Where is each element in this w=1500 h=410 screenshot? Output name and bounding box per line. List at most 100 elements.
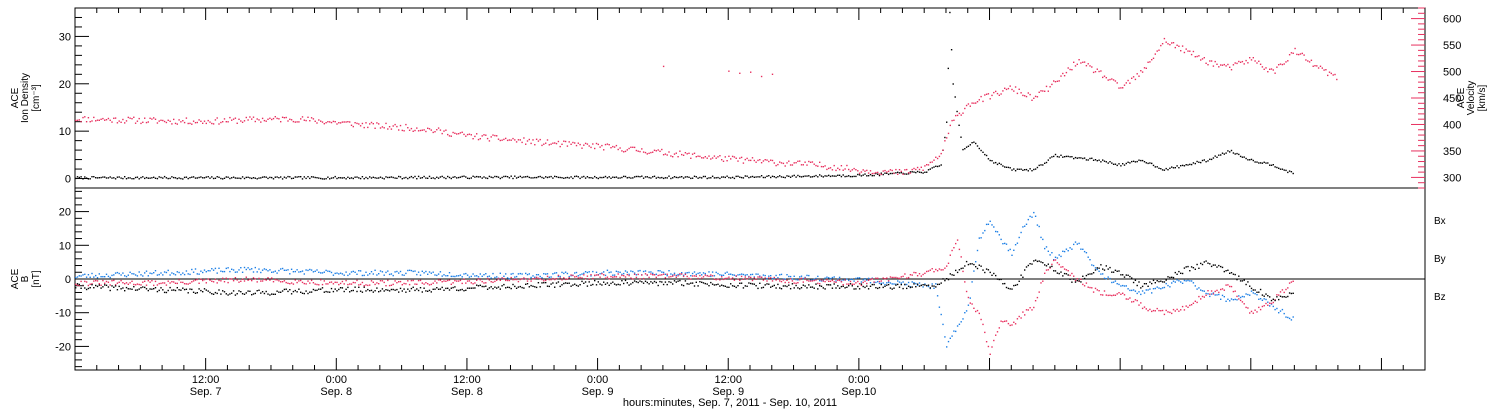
ion-density-point (530, 177, 532, 179)
ion-density-point (138, 178, 140, 180)
bz-point (345, 279, 347, 282)
ion-density-point (851, 175, 853, 178)
velocity-point (1316, 65, 1318, 67)
bx-point (162, 289, 164, 291)
velocity-point (374, 127, 376, 129)
by-point (740, 273, 743, 275)
by-point (635, 274, 638, 276)
bz-point (951, 249, 953, 252)
ion-density-point (1103, 160, 1106, 162)
bz-point (615, 276, 618, 278)
bx-point (1044, 264, 1046, 266)
ion-density-point (775, 176, 777, 179)
top-panel-series (75, 11, 1338, 180)
bz-point (1156, 307, 1158, 310)
ion-density-point (864, 173, 866, 175)
by-point (1183, 279, 1186, 282)
bx-point (1194, 268, 1196, 270)
bz-point (962, 270, 964, 273)
bx-point (82, 284, 84, 287)
bz-point (87, 284, 90, 287)
ion-density-point (249, 177, 251, 179)
bz-point (940, 269, 942, 271)
velocity-point (717, 156, 719, 158)
velocity-point (1014, 86, 1017, 88)
bx-point (207, 290, 209, 292)
ion-density-point (1122, 163, 1124, 165)
bz-point (372, 281, 374, 283)
velocity-point (512, 137, 514, 140)
bx-point (379, 290, 382, 292)
velocity-point (755, 161, 757, 163)
bz-point (1038, 291, 1040, 293)
ion-density-point (363, 178, 365, 180)
ion-density-point (1261, 162, 1264, 164)
bz-point (258, 277, 260, 280)
bz-point (1036, 296, 1039, 299)
ion-density-point (111, 177, 113, 179)
by-point (269, 269, 271, 271)
by-point (731, 274, 734, 276)
ion-density-point (350, 177, 353, 179)
ion-density-point (367, 177, 369, 180)
ion-density-point (468, 177, 471, 180)
bx-point (708, 285, 710, 287)
ion-density-point (309, 177, 311, 180)
ion-density-point (194, 177, 197, 179)
bx-point (1274, 299, 1276, 302)
bx-point (1038, 260, 1040, 262)
ion-density-point (1190, 163, 1193, 166)
velocity-point (612, 145, 614, 148)
ion-density-point (998, 162, 1000, 164)
by-point (508, 278, 511, 280)
by-point (1147, 289, 1149, 291)
bz-point (428, 284, 431, 286)
by-point (303, 273, 305, 275)
bx-point (1076, 279, 1078, 282)
bz-point (383, 281, 385, 284)
ion-density-point (398, 175, 400, 178)
bx-point (938, 283, 941, 285)
by-point (379, 270, 382, 272)
by-point (869, 282, 872, 284)
by-point (693, 271, 696, 273)
velocity-point (154, 118, 157, 120)
ion-density-point (554, 175, 556, 178)
bz-point (561, 279, 563, 281)
ion-density-point (470, 177, 472, 179)
by-point (1020, 231, 1022, 234)
bx-point (782, 285, 785, 287)
bz-point (370, 280, 373, 282)
bz-point (354, 282, 356, 284)
velocity-point (1096, 68, 1098, 70)
by-point (933, 287, 935, 289)
by-point (940, 313, 942, 316)
velocity-point (677, 156, 679, 158)
ion-density-point (1014, 170, 1017, 172)
ion-density-point (1062, 156, 1064, 158)
by-point (463, 273, 465, 275)
by-point (202, 271, 204, 274)
ion-density-point (907, 173, 910, 175)
bz-point (385, 285, 387, 287)
bx-point (657, 284, 659, 287)
velocity-point (365, 122, 367, 124)
velocity-point (984, 94, 986, 96)
bx-point (936, 283, 939, 286)
velocity-point (577, 142, 579, 144)
by-point (407, 269, 409, 272)
bz-point (704, 274, 706, 276)
ion-density-point (722, 176, 725, 178)
bx-point (717, 283, 719, 285)
by-point (642, 270, 645, 273)
ion-density-point (559, 176, 561, 179)
ion-density-point (764, 176, 766, 179)
bz-point (95, 279, 97, 282)
ion-density-point (534, 176, 536, 179)
ion-density-point (124, 176, 126, 178)
bx-point (1178, 270, 1180, 273)
ion-density-point (481, 177, 483, 179)
velocity-point (1109, 78, 1111, 81)
bz-point (766, 280, 768, 282)
bz-point (985, 341, 988, 343)
